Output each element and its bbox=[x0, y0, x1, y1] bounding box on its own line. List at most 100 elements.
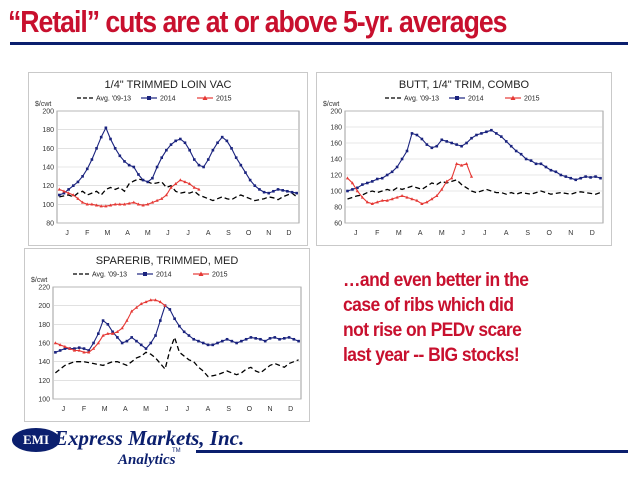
y-tick-label: 140 bbox=[330, 157, 342, 164]
data-point bbox=[197, 339, 200, 343]
data-point bbox=[169, 143, 173, 146]
data-point bbox=[450, 176, 454, 180]
data-point bbox=[524, 157, 528, 161]
data-point bbox=[155, 165, 159, 169]
x-tick-label: F bbox=[375, 230, 379, 237]
data-point bbox=[361, 183, 364, 186]
y-tick-label: 180 bbox=[42, 127, 54, 134]
x-tick-label: J bbox=[186, 230, 190, 237]
data-point bbox=[202, 165, 205, 169]
data-point bbox=[240, 339, 243, 343]
data-point bbox=[132, 200, 136, 204]
data-point bbox=[58, 343, 62, 347]
callout-line: last year -- BIG stocks! bbox=[343, 345, 520, 366]
data-point bbox=[80, 200, 85, 204]
x-tick-label: S bbox=[226, 230, 231, 237]
legend-label: 2015 bbox=[524, 96, 540, 103]
data-point bbox=[465, 141, 468, 145]
data-point bbox=[149, 298, 153, 302]
plot-area bbox=[344, 110, 604, 224]
data-point bbox=[151, 176, 154, 180]
data-point bbox=[187, 334, 191, 337]
legend-item: Avg. '09-13 bbox=[73, 272, 127, 279]
data-point bbox=[127, 163, 131, 167]
legend-item: 2014 bbox=[137, 272, 172, 279]
data-point bbox=[554, 170, 558, 174]
data-point bbox=[356, 186, 359, 190]
data-point bbox=[273, 336, 277, 339]
legend-marker bbox=[147, 96, 151, 100]
x-tick-label: J bbox=[354, 230, 358, 237]
data-point bbox=[221, 339, 224, 343]
data-point bbox=[116, 336, 119, 339]
legend-label: 2014 bbox=[156, 272, 172, 279]
data-point bbox=[244, 171, 247, 174]
logo-badge: EMI bbox=[12, 428, 60, 452]
data-point bbox=[455, 162, 459, 165]
y-tick-label: 200 bbox=[330, 109, 342, 116]
x-tick-label: D bbox=[286, 230, 291, 237]
data-point bbox=[420, 202, 424, 205]
data-point bbox=[549, 168, 553, 172]
data-point bbox=[420, 137, 424, 141]
data-point bbox=[94, 203, 99, 207]
data-point bbox=[188, 182, 192, 185]
data-point bbox=[174, 139, 177, 143]
data-point bbox=[54, 351, 57, 354]
chart-panel-sparerib: SPARERIB, TRIMMED, MED $/cwt Avg. '09-13 20… bbox=[24, 248, 310, 422]
legend-label: 2014 bbox=[468, 96, 484, 103]
data-point bbox=[464, 162, 469, 165]
x-tick-label: M bbox=[145, 230, 151, 237]
x-tick-label: M bbox=[396, 230, 402, 237]
data-point bbox=[272, 189, 275, 193]
series-line bbox=[347, 129, 601, 192]
chart-panel-loin: 1/4" TRIMMED LOIN VAC $/cwt Avg. '09-13 201… bbox=[28, 72, 308, 246]
data-point bbox=[564, 175, 568, 178]
data-point bbox=[480, 132, 483, 135]
logo-name: Express Markets, Inc. bbox=[54, 426, 245, 450]
data-point bbox=[248, 178, 252, 182]
x-tick-label: J bbox=[62, 406, 65, 413]
data-point bbox=[97, 332, 100, 335]
data-point bbox=[106, 331, 110, 335]
data-point bbox=[68, 346, 72, 350]
data-point bbox=[58, 193, 61, 197]
data-point bbox=[135, 339, 138, 343]
x-tick-label: S bbox=[226, 406, 231, 413]
data-point bbox=[122, 202, 127, 206]
x-tick-label: F bbox=[82, 406, 86, 413]
data-point bbox=[72, 348, 77, 352]
y-axis-label: $/cwt bbox=[31, 277, 47, 284]
data-point bbox=[410, 132, 414, 135]
data-point bbox=[85, 167, 89, 171]
chart-loin: 1/4" TRIMMED LOIN VAC $/cwt Avg. '09-13 201… bbox=[35, 79, 300, 237]
data-point bbox=[375, 200, 379, 204]
x-tick-label: O bbox=[247, 406, 253, 413]
y-tick-label: 80 bbox=[334, 205, 342, 212]
data-point bbox=[395, 195, 399, 199]
data-point bbox=[155, 198, 159, 202]
x-tick-label: M bbox=[439, 230, 445, 237]
data-point bbox=[455, 143, 458, 146]
data-point bbox=[286, 189, 289, 193]
data-point bbox=[62, 189, 66, 193]
y-tick-label: 220 bbox=[38, 285, 50, 292]
data-point bbox=[385, 173, 389, 177]
data-point bbox=[234, 156, 238, 159]
data-point bbox=[351, 188, 354, 191]
x-tick-label: J bbox=[65, 230, 69, 237]
y-tick-label: 120 bbox=[330, 173, 342, 180]
data-point bbox=[350, 181, 355, 185]
data-point bbox=[400, 157, 404, 161]
data-point bbox=[385, 198, 389, 202]
legend-label: 2014 bbox=[160, 96, 176, 103]
data-point bbox=[120, 326, 124, 330]
data-point bbox=[370, 180, 374, 183]
data-point bbox=[380, 198, 384, 202]
legend-marker bbox=[198, 271, 204, 276]
y-tick-label: 100 bbox=[38, 397, 50, 404]
data-point bbox=[206, 343, 210, 347]
data-point bbox=[253, 184, 257, 187]
legend-marker bbox=[143, 272, 147, 276]
chart-title: BUTT, 1/4" TRIM, COMBO bbox=[399, 79, 530, 91]
